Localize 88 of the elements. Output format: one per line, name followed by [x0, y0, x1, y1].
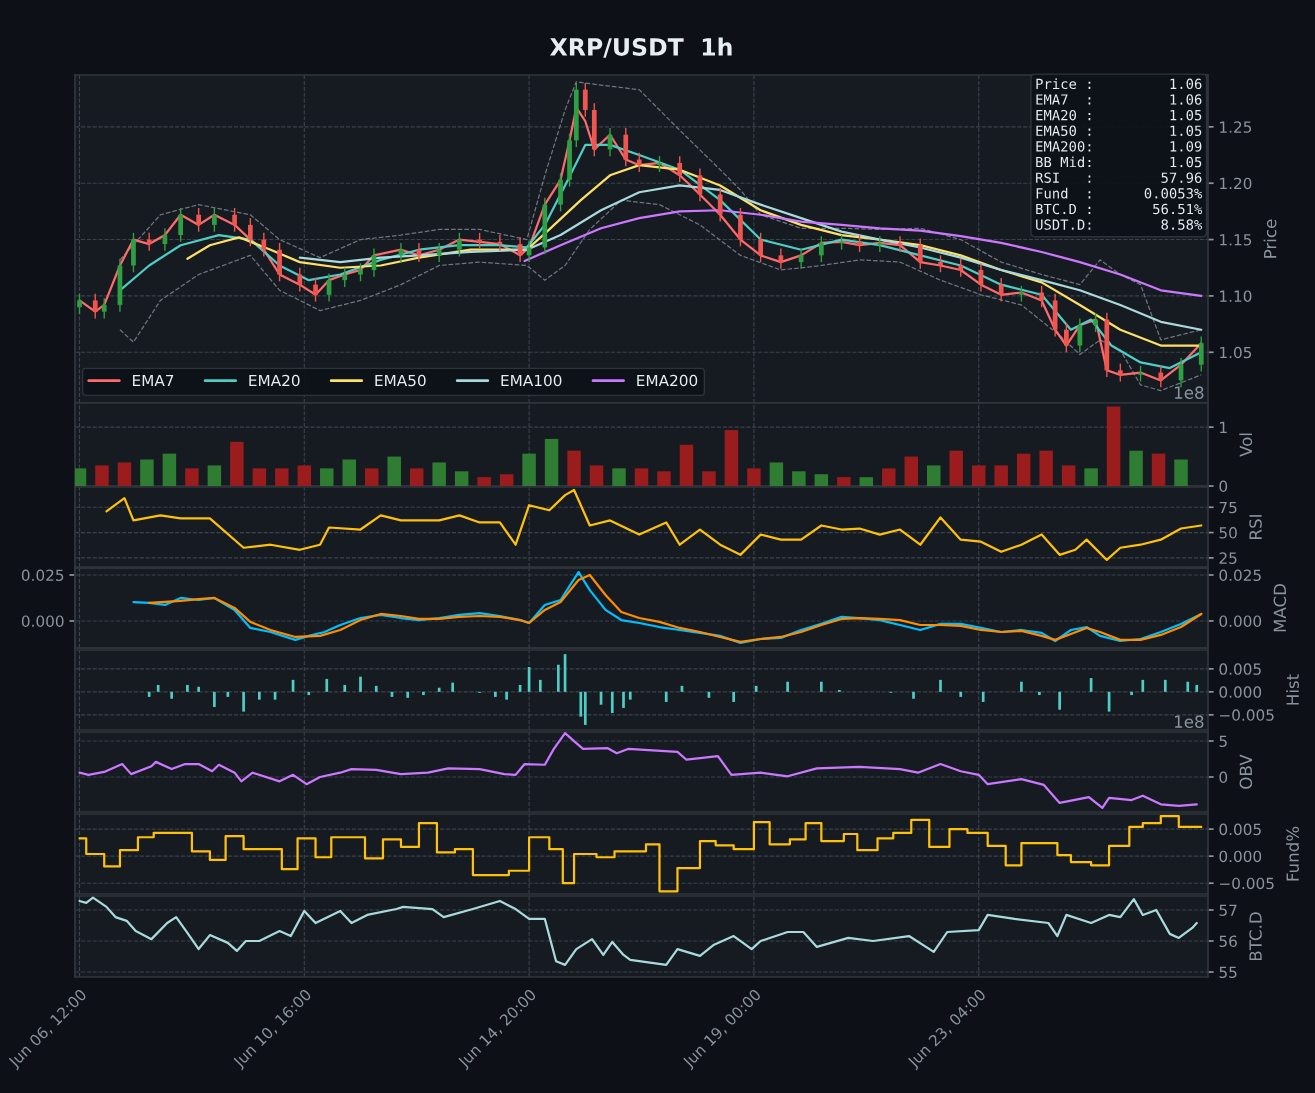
- bar: [837, 477, 851, 486]
- bar: [882, 468, 896, 486]
- bar: [814, 474, 829, 486]
- y-tick-label: 0.005: [1219, 823, 1261, 836]
- y-tick-label: 1.10: [1220, 290, 1252, 302]
- annotation: 1e8: [1174, 715, 1204, 728]
- bar: [1151, 453, 1166, 486]
- y-axis-title: Fund%: [1286, 826, 1299, 881]
- bar: [1061, 465, 1076, 486]
- bar: [297, 465, 312, 486]
- y-tick-label: −0.005: [1220, 709, 1274, 721]
- bar: [207, 465, 222, 486]
- legend-label: EMA7: [133, 374, 174, 387]
- legend-label: EMA100: [501, 374, 562, 387]
- bar: [1174, 459, 1188, 486]
- bar: [432, 462, 446, 486]
- y-tick-label: −0.005: [1220, 877, 1274, 890]
- bar: [364, 468, 379, 486]
- y-tick-label: 1.15: [1220, 234, 1252, 246]
- annotation: 1e8: [1174, 386, 1204, 399]
- y-tick-label: 55: [1219, 966, 1237, 979]
- y-tick-label: 1.20: [1220, 177, 1252, 190]
- y-axis-title: Vol: [1239, 433, 1253, 457]
- y2-axis-title: MACD: [1273, 584, 1287, 632]
- y-tick-label: 57: [1219, 904, 1237, 916]
- bar: [612, 468, 626, 486]
- bar: [95, 465, 109, 486]
- y-axis-title: RSI: [1249, 515, 1262, 539]
- bar: [499, 474, 514, 486]
- y-tick-label: 75: [1219, 501, 1237, 514]
- y-tick-label: 25: [1219, 552, 1237, 564]
- bar: [117, 462, 132, 486]
- y-axis-title: Price: [1263, 219, 1277, 258]
- bar: [522, 453, 536, 486]
- bar: [971, 465, 986, 486]
- y-tick-label: 0.000: [1219, 850, 1262, 863]
- bar: [1106, 406, 1121, 486]
- bar: [230, 441, 244, 486]
- bar: [724, 430, 739, 486]
- bar: [927, 465, 941, 486]
- bar: [859, 477, 874, 486]
- text: Price : 1.06 EMA7 : 1.06 EMA20 : 1.05 EMA50 : 1.05 EMA200: 1.09 BB Mid: 1.05 RSI : 57.96 Fund : 0.0053% BTC.D : 56.51% USDT.D: 8.58%: [1036, 78, 1203, 230]
- bar: [1039, 450, 1053, 486]
- bar: [657, 471, 671, 486]
- bar: [949, 450, 963, 486]
- y-axis-title: Hist: [1286, 674, 1299, 705]
- bar: [792, 471, 806, 486]
- legend-label: EMA200: [637, 374, 698, 387]
- legend-label: EMA50: [375, 374, 426, 387]
- y-tick-label: 0: [1219, 480, 1228, 493]
- bar: [679, 444, 694, 486]
- y-tick-label: 1.05: [1220, 346, 1252, 359]
- bar: [342, 459, 356, 486]
- bar: [75, 468, 87, 486]
- bar: [252, 468, 267, 486]
- bar: [1016, 453, 1031, 486]
- bar: [162, 453, 177, 486]
- bar: [589, 465, 604, 486]
- y-tick-label: 50: [1219, 527, 1237, 539]
- bar: [275, 468, 289, 486]
- bar: [567, 450, 581, 486]
- bar: [544, 438, 559, 486]
- bar: [387, 456, 401, 486]
- bar: [769, 462, 784, 486]
- bar: [140, 459, 154, 486]
- bar: [185, 468, 199, 486]
- y-tick-label: 5: [1219, 735, 1227, 748]
- y-tick-label: 56: [1219, 935, 1237, 948]
- bar: [702, 471, 716, 486]
- bar: [747, 468, 761, 486]
- y-tick-label: 1.25: [1220, 121, 1252, 133]
- y-tick-label: 0.005: [1219, 663, 1261, 675]
- y-tick-label: 0: [1219, 771, 1228, 784]
- legend-label: EMA20: [249, 374, 300, 387]
- bar: [1129, 450, 1143, 486]
- bar: [477, 477, 491, 486]
- bar: [634, 468, 649, 486]
- bar: [320, 468, 334, 486]
- bar: [904, 456, 919, 486]
- y-axis-title: OBV: [1239, 754, 1253, 789]
- y-tick-label: 1: [1220, 421, 1227, 433]
- bar: [994, 465, 1008, 486]
- y-axis-title: BTC.D: [1249, 912, 1262, 961]
- bar: [1084, 468, 1098, 486]
- chart-title: XRP/USDT 1h: [550, 37, 732, 58]
- bar: [454, 471, 469, 486]
- y-tick-label: 0.000: [1219, 686, 1262, 698]
- bar: [409, 468, 424, 486]
